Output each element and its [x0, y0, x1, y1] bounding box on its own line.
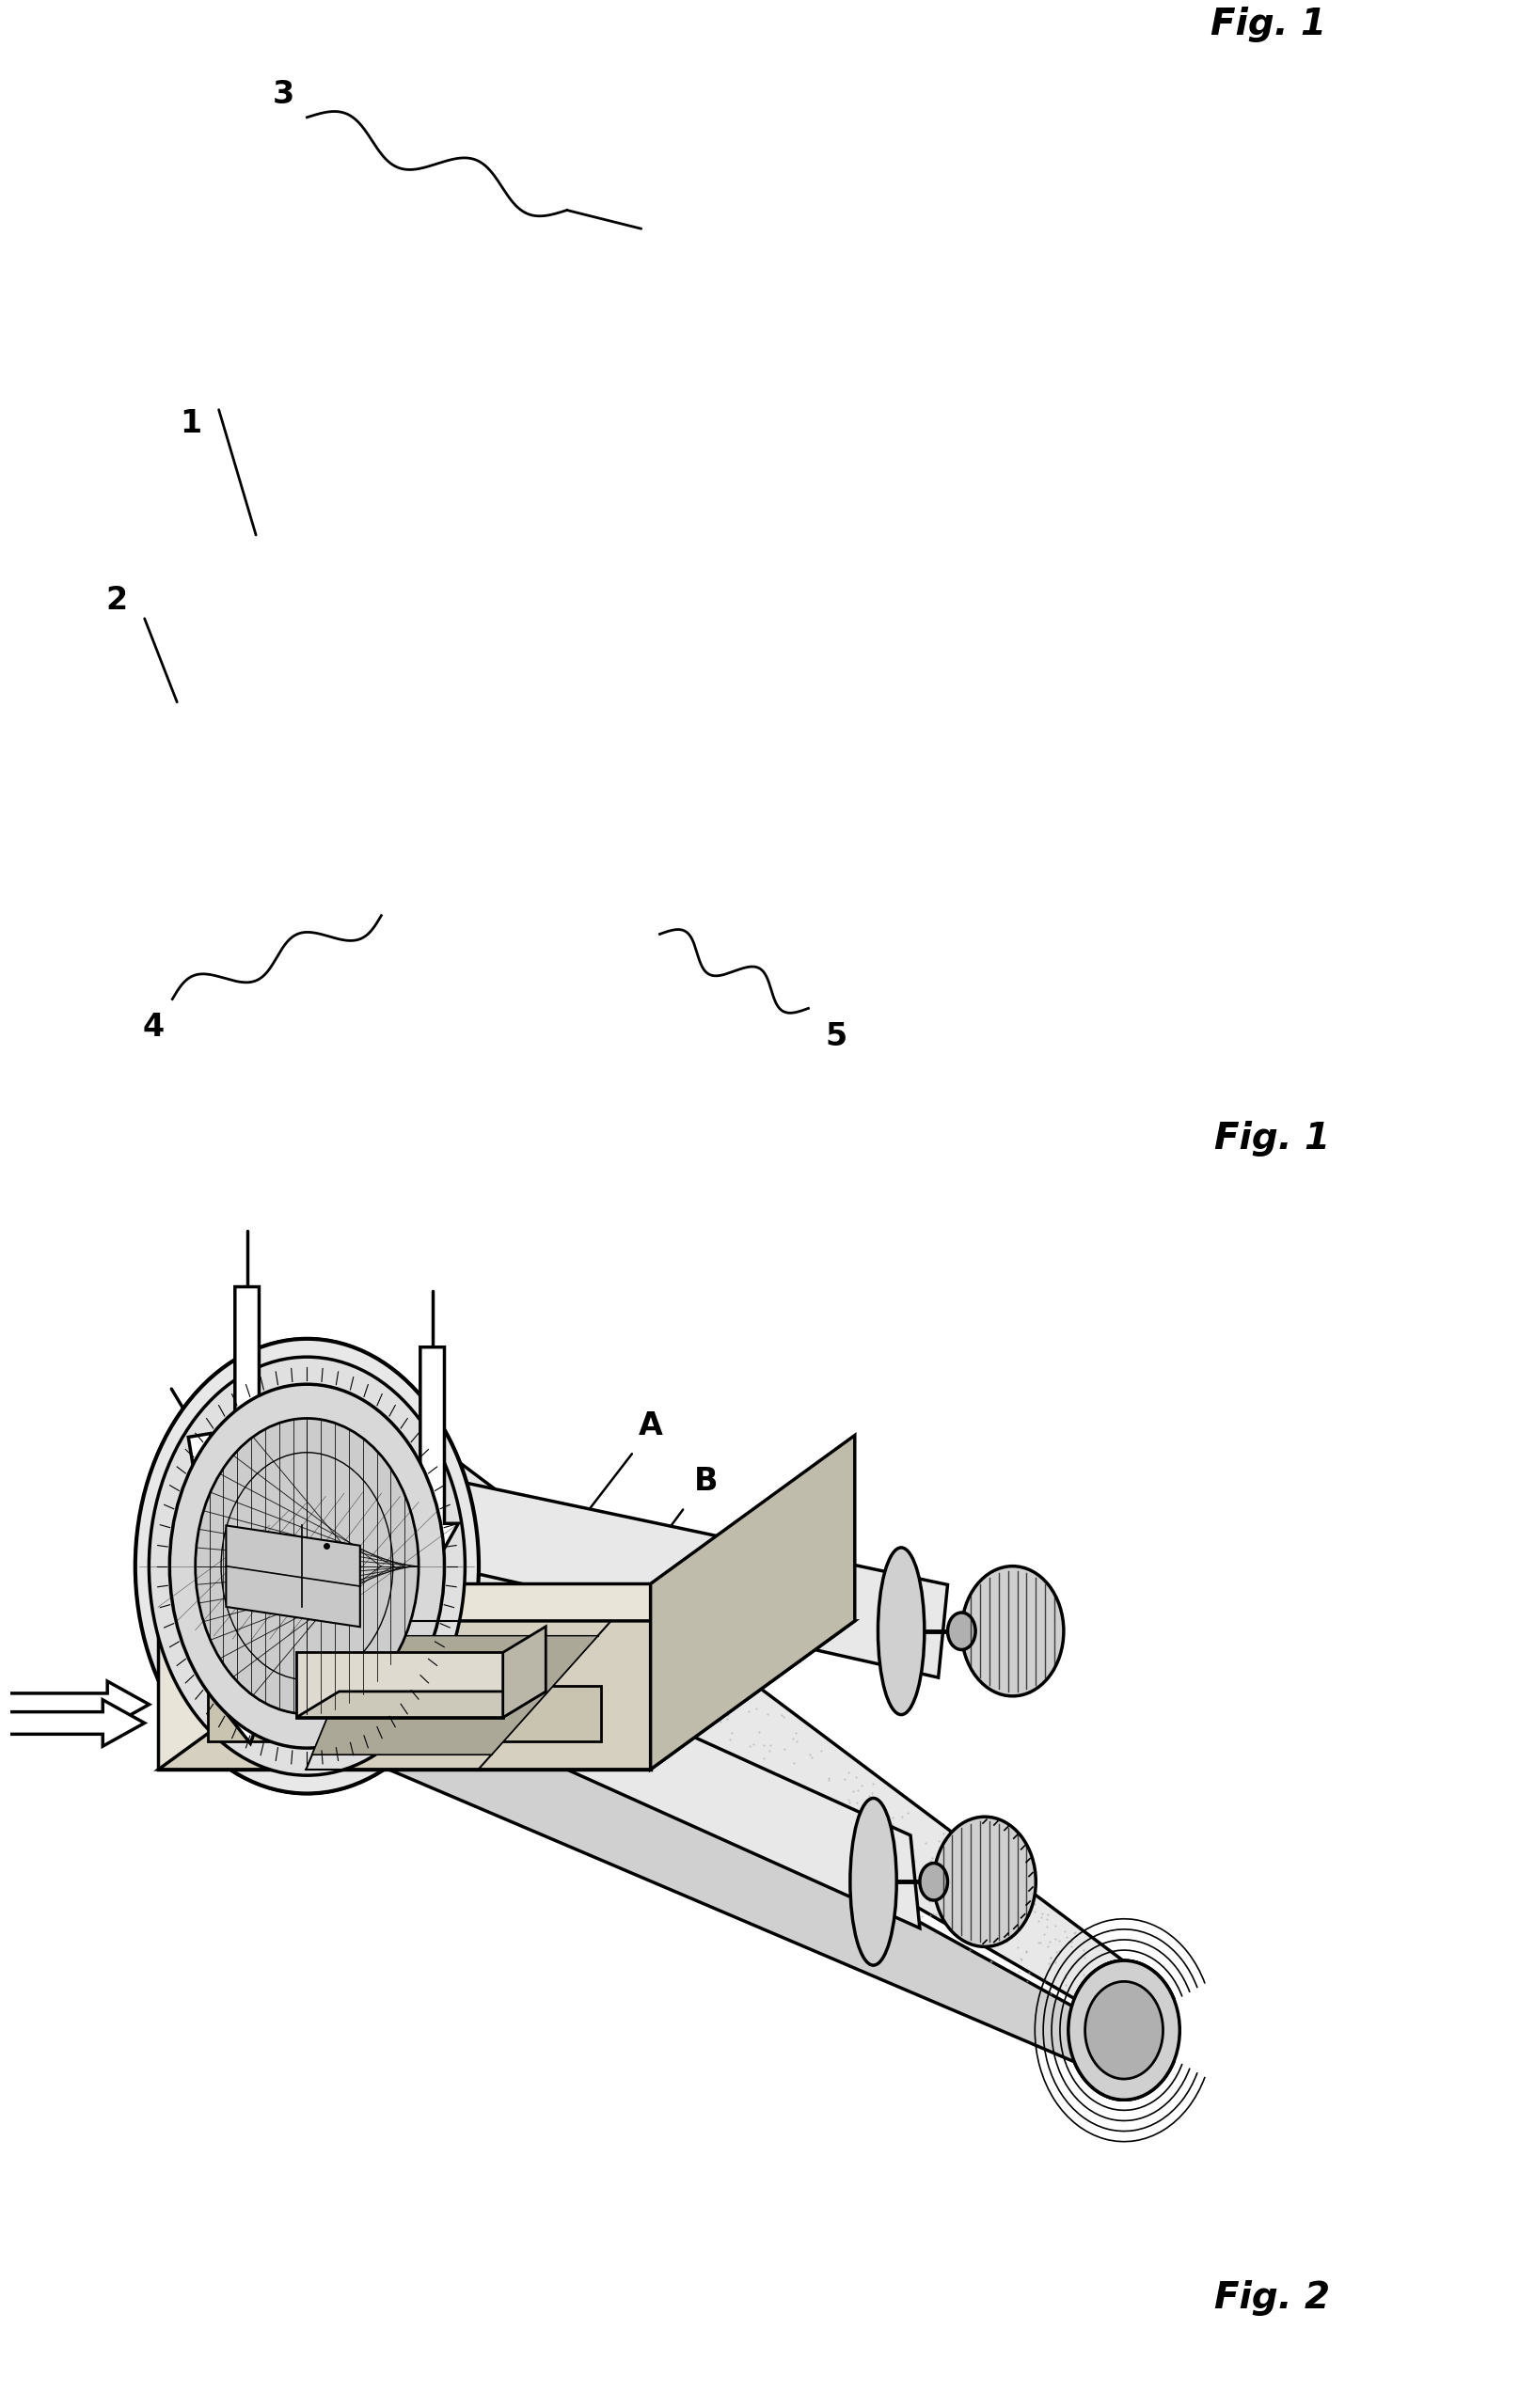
Polygon shape: [0, 1700, 144, 1746]
Ellipse shape: [1068, 1960, 1179, 2100]
Text: 2: 2: [106, 585, 127, 616]
Polygon shape: [0, 1681, 149, 1727]
Ellipse shape: [1084, 1982, 1162, 2078]
Polygon shape: [226, 1527, 359, 1628]
Text: 4: 4: [143, 1011, 164, 1043]
Polygon shape: [651, 1435, 855, 1770]
Polygon shape: [221, 1286, 273, 1575]
Ellipse shape: [849, 1799, 896, 1965]
Polygon shape: [296, 1690, 545, 1717]
Polygon shape: [207, 1686, 600, 1741]
Text: A: A: [639, 1411, 662, 1442]
Ellipse shape: [933, 1816, 1035, 1946]
Ellipse shape: [135, 1339, 479, 1794]
Ellipse shape: [149, 1358, 465, 1775]
Polygon shape: [158, 1621, 855, 1770]
Polygon shape: [296, 1652, 502, 1717]
Polygon shape: [393, 1601, 919, 1929]
Ellipse shape: [195, 1418, 419, 1714]
Polygon shape: [407, 1346, 457, 1570]
Text: Fig. 2: Fig. 2: [1214, 2280, 1329, 2316]
Polygon shape: [502, 1625, 545, 1717]
Text: Fig. 1: Fig. 1: [1210, 7, 1325, 43]
Text: Fig. 1: Fig. 1: [1214, 1120, 1329, 1156]
Polygon shape: [312, 1635, 597, 1755]
Ellipse shape: [878, 1548, 924, 1714]
Polygon shape: [376, 1498, 496, 1702]
Text: 5: 5: [824, 1021, 847, 1052]
Text: 1: 1: [180, 407, 201, 438]
Text: B: B: [694, 1466, 718, 1498]
Polygon shape: [154, 1339, 1173, 1999]
Ellipse shape: [961, 1565, 1064, 1695]
Polygon shape: [376, 1464, 947, 1678]
Text: 3: 3: [273, 79, 295, 111]
Ellipse shape: [947, 1613, 975, 1649]
Polygon shape: [158, 1584, 651, 1770]
Polygon shape: [189, 1433, 266, 1743]
Ellipse shape: [169, 1385, 444, 1748]
Ellipse shape: [919, 1864, 947, 1900]
Polygon shape: [1073, 1960, 1173, 2100]
Polygon shape: [154, 1669, 1173, 2100]
